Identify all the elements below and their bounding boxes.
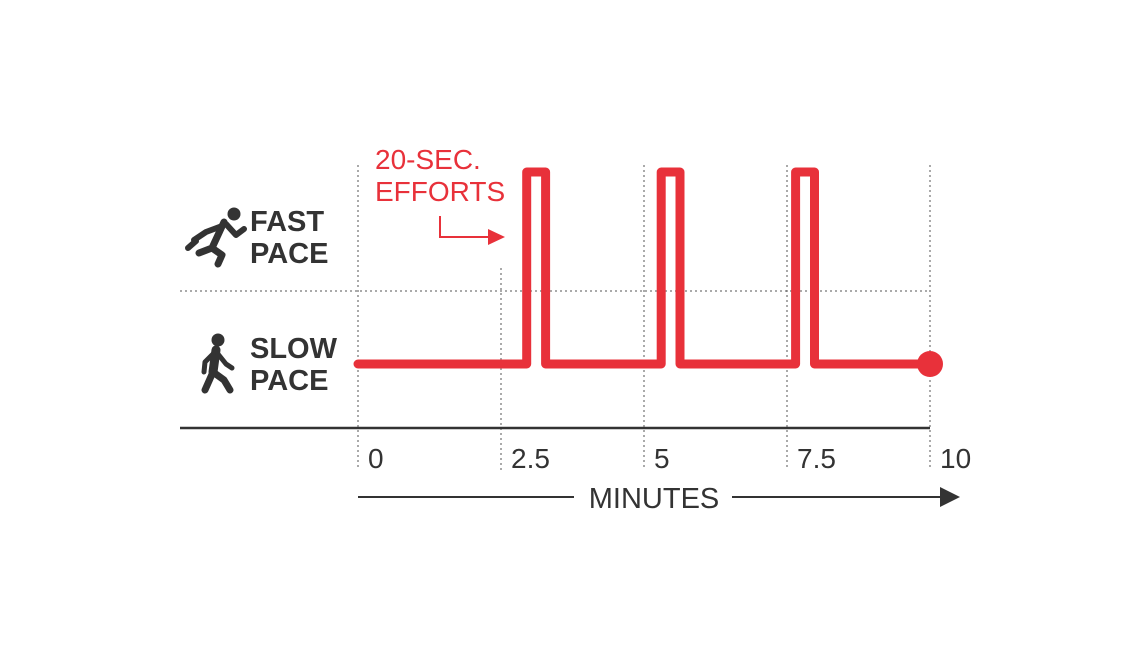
fast-pace-label-line1: FAST [250,206,324,238]
grid-layer [180,165,931,470]
x-tick-label: 2.5 [511,443,550,474]
annotation-line1: 20-SEC. [375,144,481,175]
annotation-arrow-icon [439,216,490,238]
x-tick-label: 5 [654,443,670,474]
fast-pace-label-line2: PACE [250,238,328,270]
arrowhead-icon [940,487,960,507]
slow-pace-label-group: SLOW PACE [201,333,338,397]
x-tick-label: 10 [940,443,971,474]
running-person-icon [185,207,247,268]
x-axis-title: MINUTES [589,483,720,515]
x-tick-labels: 0 2.5 5 7.5 10 [368,443,971,474]
series-layer [353,167,943,377]
minutes-axis-arrow: MINUTES [358,483,960,515]
annotation-arrowhead-icon [488,229,505,245]
slow-pace-label-line1: SLOW [250,333,338,365]
slow-pace-label-line2: PACE [250,365,328,397]
fast-pace-label-group: FAST PACE [185,206,328,270]
annotation-line2: EFFORTS [375,176,505,207]
series-end-point [917,351,943,377]
walking-person-icon [201,333,235,394]
efforts-annotation: 20-SEC. EFFORTS [375,144,505,245]
pace-series-line [353,167,935,369]
x-tick-label: 7.5 [797,443,836,474]
x-tick-label: 0 [368,443,384,474]
